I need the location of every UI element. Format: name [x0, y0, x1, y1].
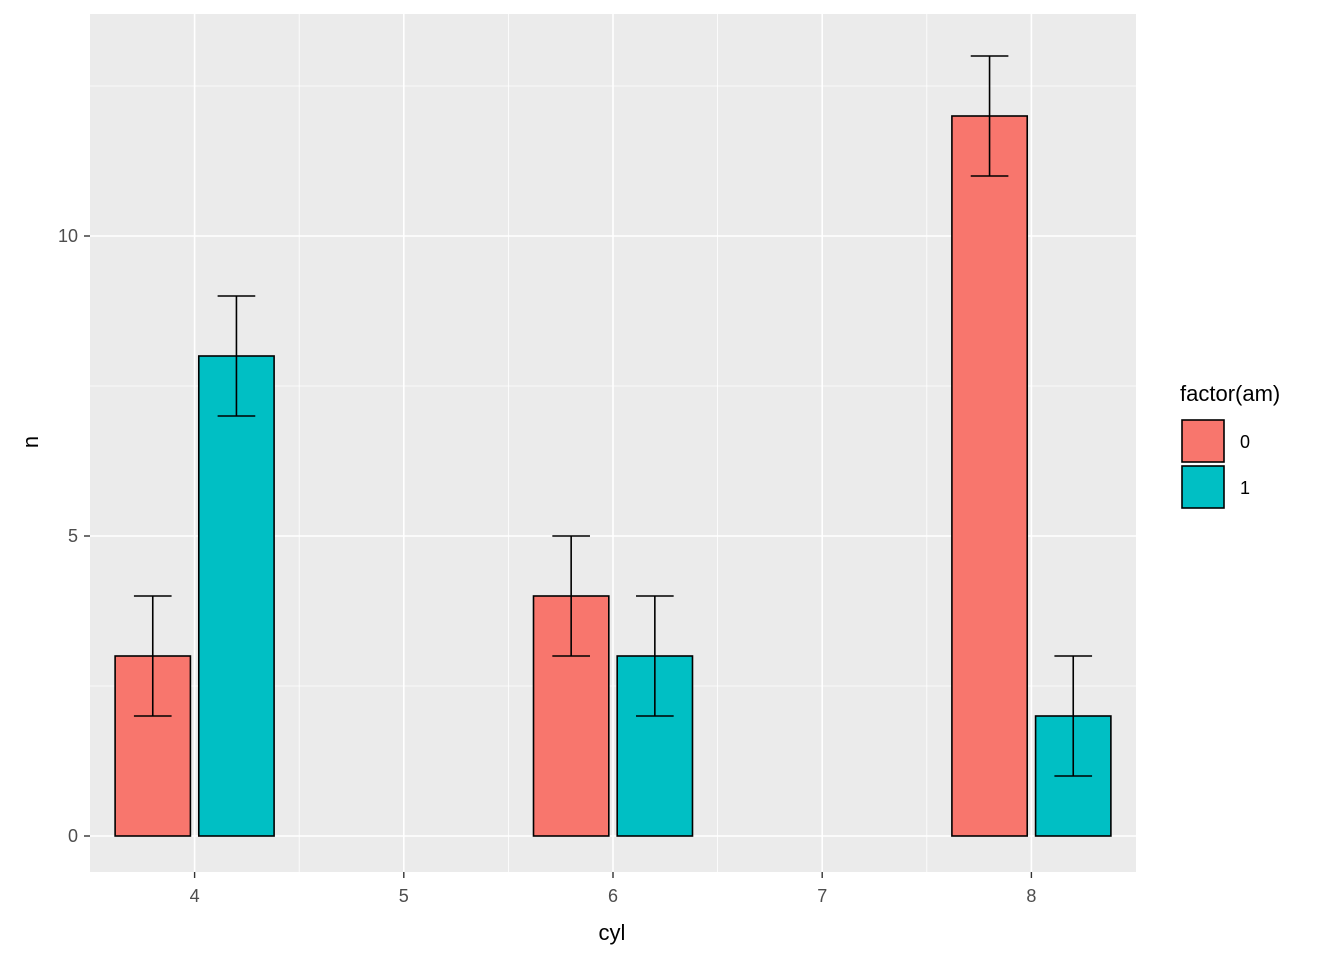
legend-label-1: 1 — [1240, 478, 1250, 498]
y-tick-label: 5 — [68, 526, 78, 546]
x-axis: 4 5 6 7 8 — [190, 872, 1036, 906]
y-axis: 0 5 10 — [58, 226, 90, 846]
legend-title: factor(am) — [1180, 381, 1280, 406]
x-tick-label: 4 — [190, 886, 200, 906]
y-tick-label: 10 — [58, 226, 78, 246]
major-gridlines — [90, 14, 1136, 872]
x-tick-label: 5 — [399, 886, 409, 906]
y-axis-title: n — [18, 436, 43, 448]
error-bars — [133, 55, 1093, 777]
x-tick-label: 8 — [1026, 886, 1036, 906]
legend: factor(am) 0 1 — [1180, 381, 1280, 509]
x-tick-label: 7 — [817, 886, 827, 906]
bar — [197, 355, 275, 837]
x-axis-title: cyl — [599, 920, 626, 945]
bar — [951, 115, 1029, 837]
legend-label-0: 0 — [1240, 432, 1250, 452]
legend-key-0 — [1181, 419, 1225, 463]
legend-key-1 — [1181, 465, 1225, 509]
x-tick-label: 6 — [608, 886, 618, 906]
y-tick-label: 0 — [68, 826, 78, 846]
